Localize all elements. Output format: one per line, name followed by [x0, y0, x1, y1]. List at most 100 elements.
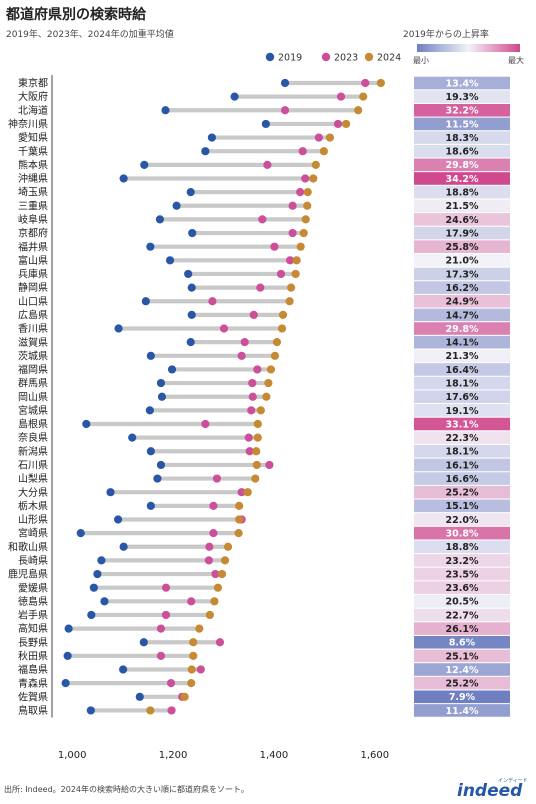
prefecture-label: 福岡県 — [18, 363, 48, 376]
prefecture-label: 福井県 — [18, 240, 48, 253]
growth-value: 22.3% — [446, 433, 479, 444]
point-2024 — [253, 433, 262, 442]
point-2023 — [280, 106, 290, 115]
prefecture-label: 栃木県 — [18, 499, 48, 512]
point-2024 — [217, 569, 227, 579]
growth-cell — [414, 554, 510, 567]
growth-cell — [414, 663, 510, 676]
growth-cell — [414, 281, 510, 294]
point-2024 — [299, 228, 308, 238]
chart-title: 都道府県別の検索時給 — [6, 7, 146, 23]
growth-value: 22.0% — [446, 515, 479, 526]
prefecture-label: 山形県 — [18, 514, 48, 526]
growth-cell — [414, 499, 510, 513]
prefecture-label: 香川県 — [18, 323, 48, 335]
growth-value: 8.6% — [449, 638, 476, 649]
growth-value: 14.7% — [446, 310, 479, 321]
growth-value: 25.1% — [446, 651, 479, 662]
growth-value: 17.3% — [446, 269, 479, 280]
growth-value: 23.5% — [446, 569, 479, 580]
growth-value: 25.2% — [446, 488, 479, 499]
growth-value: 18.8% — [446, 542, 479, 553]
legend-label-2019: 2019 — [278, 53, 302, 64]
point-2023 — [212, 474, 222, 483]
growth-value: 24.6% — [446, 215, 479, 226]
growth-cell — [414, 608, 510, 622]
color-scale-max-label: 最大 — [508, 56, 524, 65]
point-2023 — [270, 242, 279, 251]
point-2019 — [100, 597, 109, 606]
prefecture-label: 福島県 — [18, 663, 48, 676]
point-2023 — [301, 174, 310, 183]
growth-value: 13.4% — [446, 78, 479, 89]
point-2024 — [252, 447, 261, 456]
growth-cell — [414, 90, 510, 103]
growth-cell — [414, 349, 510, 363]
point-2024 — [213, 583, 223, 592]
growth-cell — [414, 254, 510, 267]
point-2024 — [303, 188, 312, 197]
point-2019 — [155, 215, 165, 224]
growth-value: 11.4% — [446, 706, 479, 717]
prefecture-label: 秋田県 — [18, 649, 48, 662]
point-2023 — [209, 529, 218, 538]
growth-cell — [414, 622, 510, 635]
prefecture-label: 群馬県 — [18, 377, 48, 390]
growth-cell — [414, 76, 510, 90]
point-2023 — [247, 406, 256, 415]
point-2023 — [245, 447, 254, 456]
point-2024 — [220, 556, 230, 565]
point-2024 — [285, 297, 294, 306]
prefecture-label: 宮崎県 — [18, 527, 48, 540]
growth-value: 19.1% — [446, 406, 479, 417]
point-2023 — [196, 665, 205, 674]
point-2019 — [156, 460, 166, 470]
indeed-logo-sub: インディード — [498, 777, 528, 784]
point-2023 — [156, 651, 166, 660]
growth-cell — [414, 404, 510, 417]
point-2019 — [87, 610, 96, 620]
prefecture-label: 愛媛県 — [18, 581, 48, 594]
point-2023 — [336, 92, 346, 101]
growth-cell — [414, 390, 510, 404]
prefecture-label: 熊本県 — [18, 158, 48, 171]
growth-cell — [414, 704, 510, 717]
prefecture-label: 佐賀県 — [18, 691, 48, 703]
point-2019 — [63, 651, 72, 660]
point-2024 — [234, 529, 243, 538]
point-2019 — [135, 692, 144, 701]
legend-marker-2024 — [364, 52, 374, 62]
prefecture-label: 岐阜県 — [18, 213, 48, 226]
growth-value: 24.9% — [446, 297, 479, 308]
point-2024 — [146, 706, 155, 715]
point-2023 — [237, 488, 246, 497]
growth-cell — [414, 199, 510, 213]
growth-cell — [414, 226, 510, 240]
point-2024 — [189, 651, 198, 660]
point-2019 — [86, 706, 95, 715]
growth-cell — [414, 213, 510, 226]
point-2024 — [180, 692, 189, 701]
growth-value: 16.4% — [446, 365, 479, 376]
prefecture-label: 鹿児島県 — [8, 568, 48, 581]
x-tick-label: 1,200 — [159, 750, 188, 761]
prefecture-label: 長野県 — [18, 637, 48, 649]
color-scale-title: 2019年からの上昇率 — [403, 30, 489, 40]
growth-cell — [414, 267, 510, 281]
growth-value: 12.4% — [446, 665, 479, 676]
growth-cell — [414, 240, 510, 253]
growth-value: 34.2% — [446, 174, 479, 185]
point-2019 — [156, 378, 166, 388]
point-2023 — [258, 215, 267, 224]
point-2023 — [161, 610, 171, 620]
growth-value: 20.5% — [446, 597, 479, 608]
growth-value: 25.2% — [446, 679, 479, 690]
point-2024 — [291, 269, 300, 279]
prefecture-label: 奈良県 — [18, 431, 48, 444]
point-2023 — [244, 433, 253, 442]
point-2019 — [153, 474, 162, 483]
growth-value: 29.8% — [446, 324, 479, 335]
prefecture-label: 三重県 — [18, 199, 48, 212]
growth-cell — [414, 513, 510, 526]
prefecture-label: 山口県 — [18, 296, 48, 308]
